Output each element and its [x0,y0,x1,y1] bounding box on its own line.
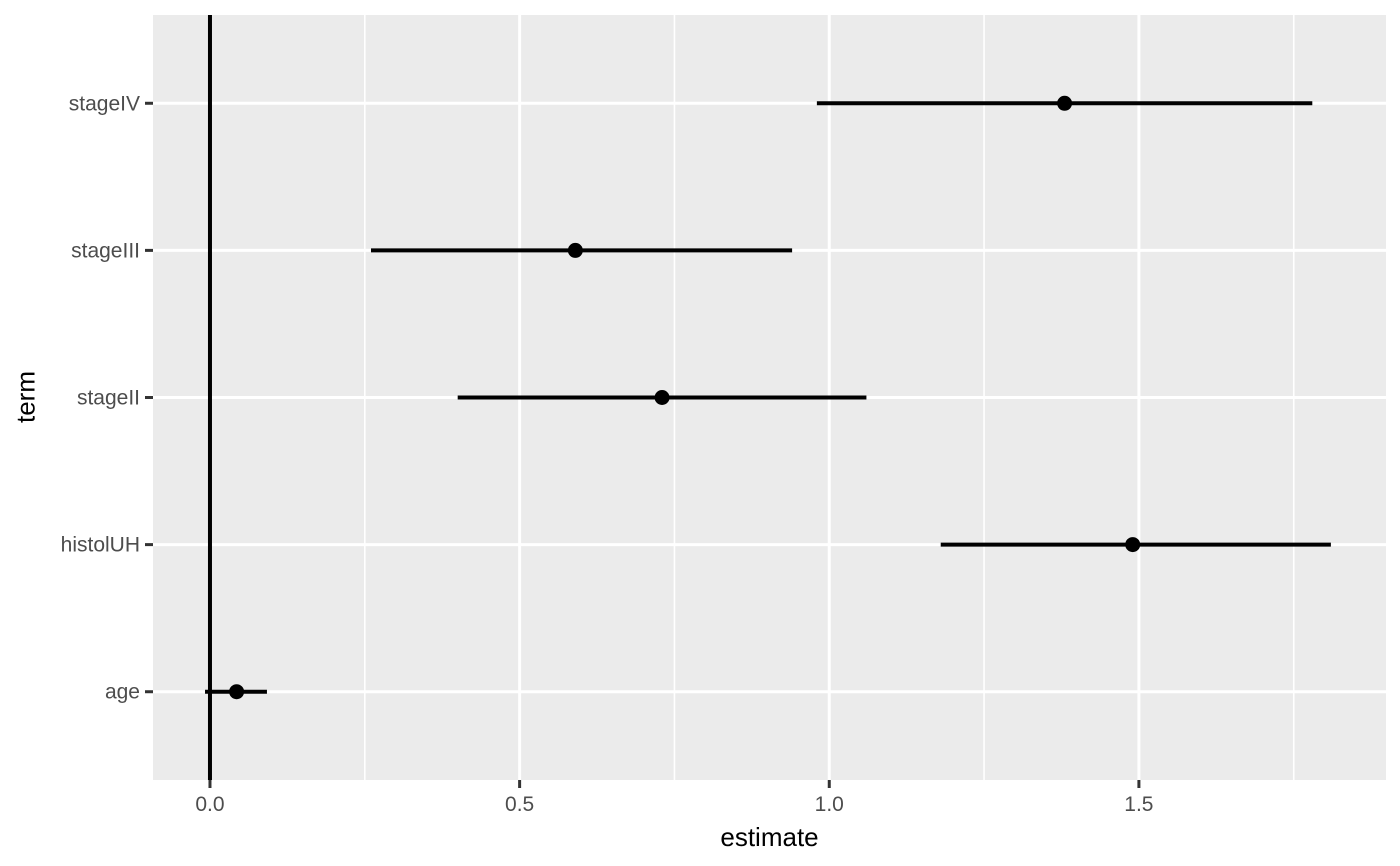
x-tick-label: 0.0 [195,793,224,816]
x-axis-tick-labels: 0.0 0.5 1.0 1.5 [195,793,1153,816]
y-tick-label-histolUH: histolUH [61,534,140,557]
x-axis-title: estimate [720,822,819,852]
x-tick-label: 1.5 [1124,793,1153,816]
y-tick-label-stageIV: stageIV [69,92,140,115]
y-axis-tick-labels: age histolUH stageII stageIII stageIV [61,92,140,703]
x-tick-label: 0.5 [505,793,534,816]
estimate-points [229,95,1141,700]
x-tick-label: 1.0 [815,793,844,816]
y-axis-title: term [10,371,41,423]
y-tick-label-age: age [105,681,140,704]
y-tick-label-stageIII: stageIII [71,239,140,262]
estimate-point-stageIV [1057,95,1073,111]
estimate-point-histolUH [1125,537,1141,553]
y-tick-label-stageII: stageII [77,387,140,410]
estimate-point-age [229,684,245,700]
axis-tick-marks [145,101,1141,788]
estimate-point-stageII [654,390,670,405]
estimate-point-stageIII [567,242,583,258]
